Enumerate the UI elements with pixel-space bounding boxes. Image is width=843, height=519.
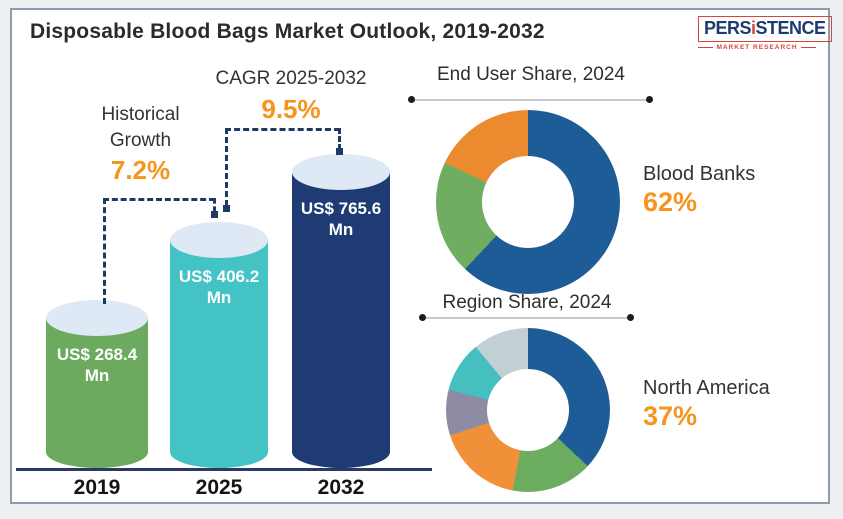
region-rule-dot-right [627, 314, 634, 321]
brand-pre: PERS [704, 18, 752, 38]
bar-2032-cylinder-cap [292, 154, 390, 190]
region-donut-hole [487, 369, 569, 451]
region-rule-dot-left [419, 314, 426, 321]
historical-growth-line2: Growth [109, 129, 172, 151]
bar-2025-cylinder-cap [170, 222, 268, 258]
bar-2032-value-line1: US$ 765.6 [300, 199, 382, 218]
page-title: Disposable Blood Bags Market Outlook, 20… [30, 20, 545, 43]
bar-2019-value-line1: US$ 268.4 [56, 345, 138, 364]
historical-bracket-horizontal [103, 198, 215, 201]
end-user-share-title: End User Share, 2024 [436, 64, 625, 85]
end-user-donut-hole [482, 156, 574, 248]
region-share-title: Region Share, 2024 [442, 292, 612, 313]
cagr-value: 9.5% [261, 93, 321, 124]
region-callout-value: 37% [643, 401, 698, 431]
end-user-rule-dot-left [408, 96, 415, 103]
annotation-cagr: CAGR 2025-2032 9.5% [198, 66, 384, 127]
cagr-bracket-left [225, 128, 228, 206]
bar-2025-value-line2: Mn [206, 288, 232, 308]
cagr-label: CAGR 2025-2032 [215, 68, 367, 89]
historical-growth-value: 7.2% [110, 155, 171, 186]
bar-2025-body [170, 240, 268, 468]
historical-bracket-left [103, 198, 106, 304]
bar-2032-value-label: US$ 765.6 Mn [292, 198, 390, 241]
brand-logo: PERSiSTENCE MARKET RESEARCH [698, 16, 832, 51]
logo-rule-left [698, 47, 714, 48]
end-user-callout: Blood Banks 62% [643, 163, 755, 218]
bar-2019-body [46, 318, 148, 468]
bar-2025-value-label: US$ 406.2 Mn [170, 266, 268, 309]
historical-bracket-endpoint [211, 211, 218, 218]
end-user-rule-dot-right [646, 96, 653, 103]
bar-2025-value-line1: US$ 406.2 [178, 267, 260, 286]
bar-2025: US$ 406.2 Mn [170, 222, 268, 468]
region-callout: North America 37% [643, 377, 770, 432]
bar-2032-value-line2: Mn [328, 220, 354, 240]
historical-bracket-right [213, 198, 216, 212]
logo-rule-right [800, 47, 816, 48]
x-tick-2019: 2019 [73, 476, 121, 499]
x-tick-2032: 2032 [317, 476, 365, 499]
cagr-bracket-left-endpoint [223, 205, 230, 212]
bar-2019-cylinder-cap [46, 300, 148, 336]
brand-subtitle: MARKET RESEARCH [716, 44, 798, 51]
x-tick-2025: 2025 [195, 476, 243, 499]
x-axis-line [16, 468, 432, 471]
bar-2032: US$ 765.6 Mn [292, 154, 390, 468]
annotation-historical-growth: Historical Growth 7.2% [58, 102, 223, 188]
bar-2019: US$ 268.4 Mn [46, 300, 148, 468]
brand-post: STENCE [755, 18, 827, 38]
cagr-bracket-horizontal [225, 128, 340, 131]
region-callout-label: North America [643, 377, 770, 399]
end-user-callout-label: Blood Banks [643, 163, 756, 185]
cagr-bracket-right [338, 128, 341, 150]
bar-2032-body [292, 172, 390, 468]
bar-2019-value-line2: Mn [84, 366, 110, 386]
region-title-rule [424, 317, 630, 319]
cagr-bracket-right-endpoint [336, 148, 343, 155]
end-user-title-rule [413, 99, 649, 101]
brand-subtitle-row: MARKET RESEARCH [698, 44, 816, 51]
historical-growth-line1: Historical [101, 104, 180, 125]
brand-wordmark: PERSiSTENCE [698, 16, 832, 42]
end-user-callout-value: 62% [643, 187, 698, 217]
brand-i: i [751, 18, 756, 38]
bar-2019-value-label: US$ 268.4 Mn [46, 344, 148, 387]
